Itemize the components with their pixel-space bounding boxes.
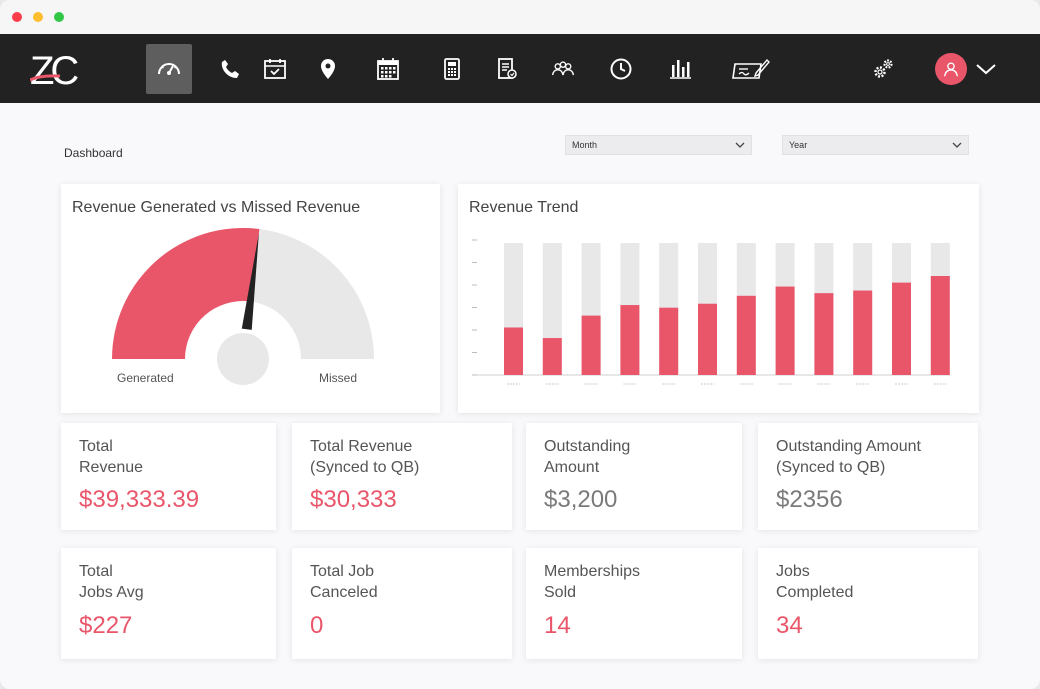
- stat-label: Outstanding Amount: [544, 438, 631, 476]
- stat-card[interactable]: Total Revenue $39,333.39: [61, 423, 276, 530]
- trend-bar[interactable]: [892, 282, 911, 375]
- stat-value: 0: [310, 612, 324, 639]
- check-pen-icon: [732, 58, 770, 79]
- stat-value: $39,333.39: [79, 486, 200, 513]
- stat-label: Total Revenue: [79, 438, 144, 476]
- calendar-check-icon: [264, 59, 286, 79]
- phone-icon: [221, 60, 239, 78]
- year-select[interactable]: Year: [782, 135, 969, 155]
- stat-card[interactable]: Total Revenue (Synced to QB) $30,333: [292, 423, 512, 530]
- trend-bar[interactable]: [581, 315, 601, 375]
- stat-label: Outstanding Amount (Synced to QB): [776, 438, 921, 476]
- nav-payments[interactable]: [725, 44, 775, 94]
- stat-value: $3,200: [544, 486, 618, 513]
- minimize-window-button[interactable]: [33, 12, 43, 22]
- maximize-window-button[interactable]: [54, 12, 64, 22]
- close-window-button[interactable]: [12, 12, 22, 22]
- user-avatar[interactable]: [935, 53, 967, 85]
- stat-card[interactable]: Memberships Sold 14: [526, 548, 742, 659]
- stat-value: $30,333: [310, 486, 397, 513]
- nav-locations[interactable]: [305, 44, 351, 94]
- bar-chart-icon: [670, 60, 691, 79]
- stat-label: Total Jobs Avg: [79, 563, 144, 601]
- stat-label: Total Revenue (Synced to QB): [310, 438, 420, 476]
- trend-bar[interactable]: [620, 305, 640, 375]
- stat-card[interactable]: Outstanding Amount (Synced to QB) $2356: [758, 423, 978, 530]
- revenue-gauge: [112, 227, 374, 385]
- stat-card[interactable]: Total Job Canceled 0: [292, 548, 512, 659]
- revenue-trend-card: Revenue Trend: [458, 184, 979, 413]
- trend-bar[interactable]: [504, 327, 523, 375]
- nav-team[interactable]: [540, 44, 586, 94]
- trend-bar[interactable]: [930, 276, 950, 375]
- gauge-missed-segment: [250, 229, 374, 359]
- stat-value: 14: [544, 612, 571, 639]
- trend-bar[interactable]: [814, 293, 834, 375]
- trend-bar[interactable]: [659, 307, 679, 375]
- chevron-down-icon[interactable]: [975, 59, 997, 79]
- stat-value: 34: [776, 612, 803, 639]
- nav-invoices[interactable]: [484, 44, 530, 94]
- settings-gears-icon: [874, 59, 893, 78]
- user-icon: [944, 62, 958, 77]
- stat-label: Total Job Canceled: [310, 563, 378, 601]
- stat-value: $2356: [776, 486, 843, 513]
- dashboard-content: Dashboard Month Year Revenue Generated v…: [0, 103, 1040, 689]
- revenue-trend-chart: [472, 239, 950, 385]
- nav-timesheet[interactable]: [598, 44, 644, 94]
- stat-label: Jobs Completed: [776, 563, 854, 601]
- nav-calls[interactable]: [207, 44, 253, 94]
- gauge-needle: [241, 233, 259, 330]
- gauge-hub: [217, 333, 269, 385]
- gauge-missed-label: Missed: [319, 371, 358, 385]
- year-select-value: Year: [789, 140, 808, 150]
- nav-calendar[interactable]: [365, 44, 411, 94]
- window-titlebar: [0, 0, 1040, 34]
- chevron-down-icon: [952, 142, 962, 148]
- clock-icon: [610, 58, 632, 80]
- top-navbar: ZC: [0, 34, 1040, 103]
- document-icon: [498, 58, 517, 79]
- chevron-down-icon: [735, 142, 745, 148]
- zc-logo[interactable]: ZC: [30, 49, 94, 89]
- stat-card[interactable]: Total Jobs Avg $227: [61, 548, 276, 659]
- team-icon: [551, 61, 575, 76]
- month-select[interactable]: Month: [565, 135, 752, 155]
- trend-title: Revenue Trend: [469, 199, 579, 216]
- speedometer-icon: [158, 63, 180, 75]
- gauge-title: Revenue Generated vs Missed Revenue: [72, 199, 361, 216]
- trend-bar[interactable]: [736, 295, 756, 375]
- trend-bar[interactable]: [853, 290, 873, 375]
- month-select-value: Month: [572, 140, 598, 150]
- trend-bar[interactable]: [698, 303, 717, 375]
- nav-dashboard[interactable]: [146, 44, 192, 94]
- nav-schedule[interactable]: [252, 44, 298, 94]
- calculator-icon: [444, 58, 460, 80]
- page-title: Dashboard: [64, 146, 123, 160]
- stat-card[interactable]: Jobs Completed 34: [758, 548, 978, 659]
- svg-text:ZC: ZC: [30, 49, 78, 89]
- gauge-generated-label: Generated: [117, 371, 174, 385]
- stat-label: Memberships Sold: [544, 563, 641, 601]
- nav-estimates[interactable]: [429, 44, 475, 94]
- calendar-grid-icon: [377, 58, 399, 80]
- trend-bar[interactable]: [775, 286, 795, 375]
- nav-reports[interactable]: [657, 44, 703, 94]
- revenue-gauge-card: Revenue Generated vs Missed Revenue Gene…: [61, 184, 440, 413]
- location-pin-icon: [321, 59, 335, 79]
- gauge-generated-segment: [112, 227, 260, 359]
- stat-card[interactable]: Outstanding Amount $3,200: [526, 423, 742, 530]
- nav-settings[interactable]: [860, 44, 906, 94]
- trend-bar[interactable]: [542, 338, 562, 375]
- stat-value: $227: [79, 612, 133, 639]
